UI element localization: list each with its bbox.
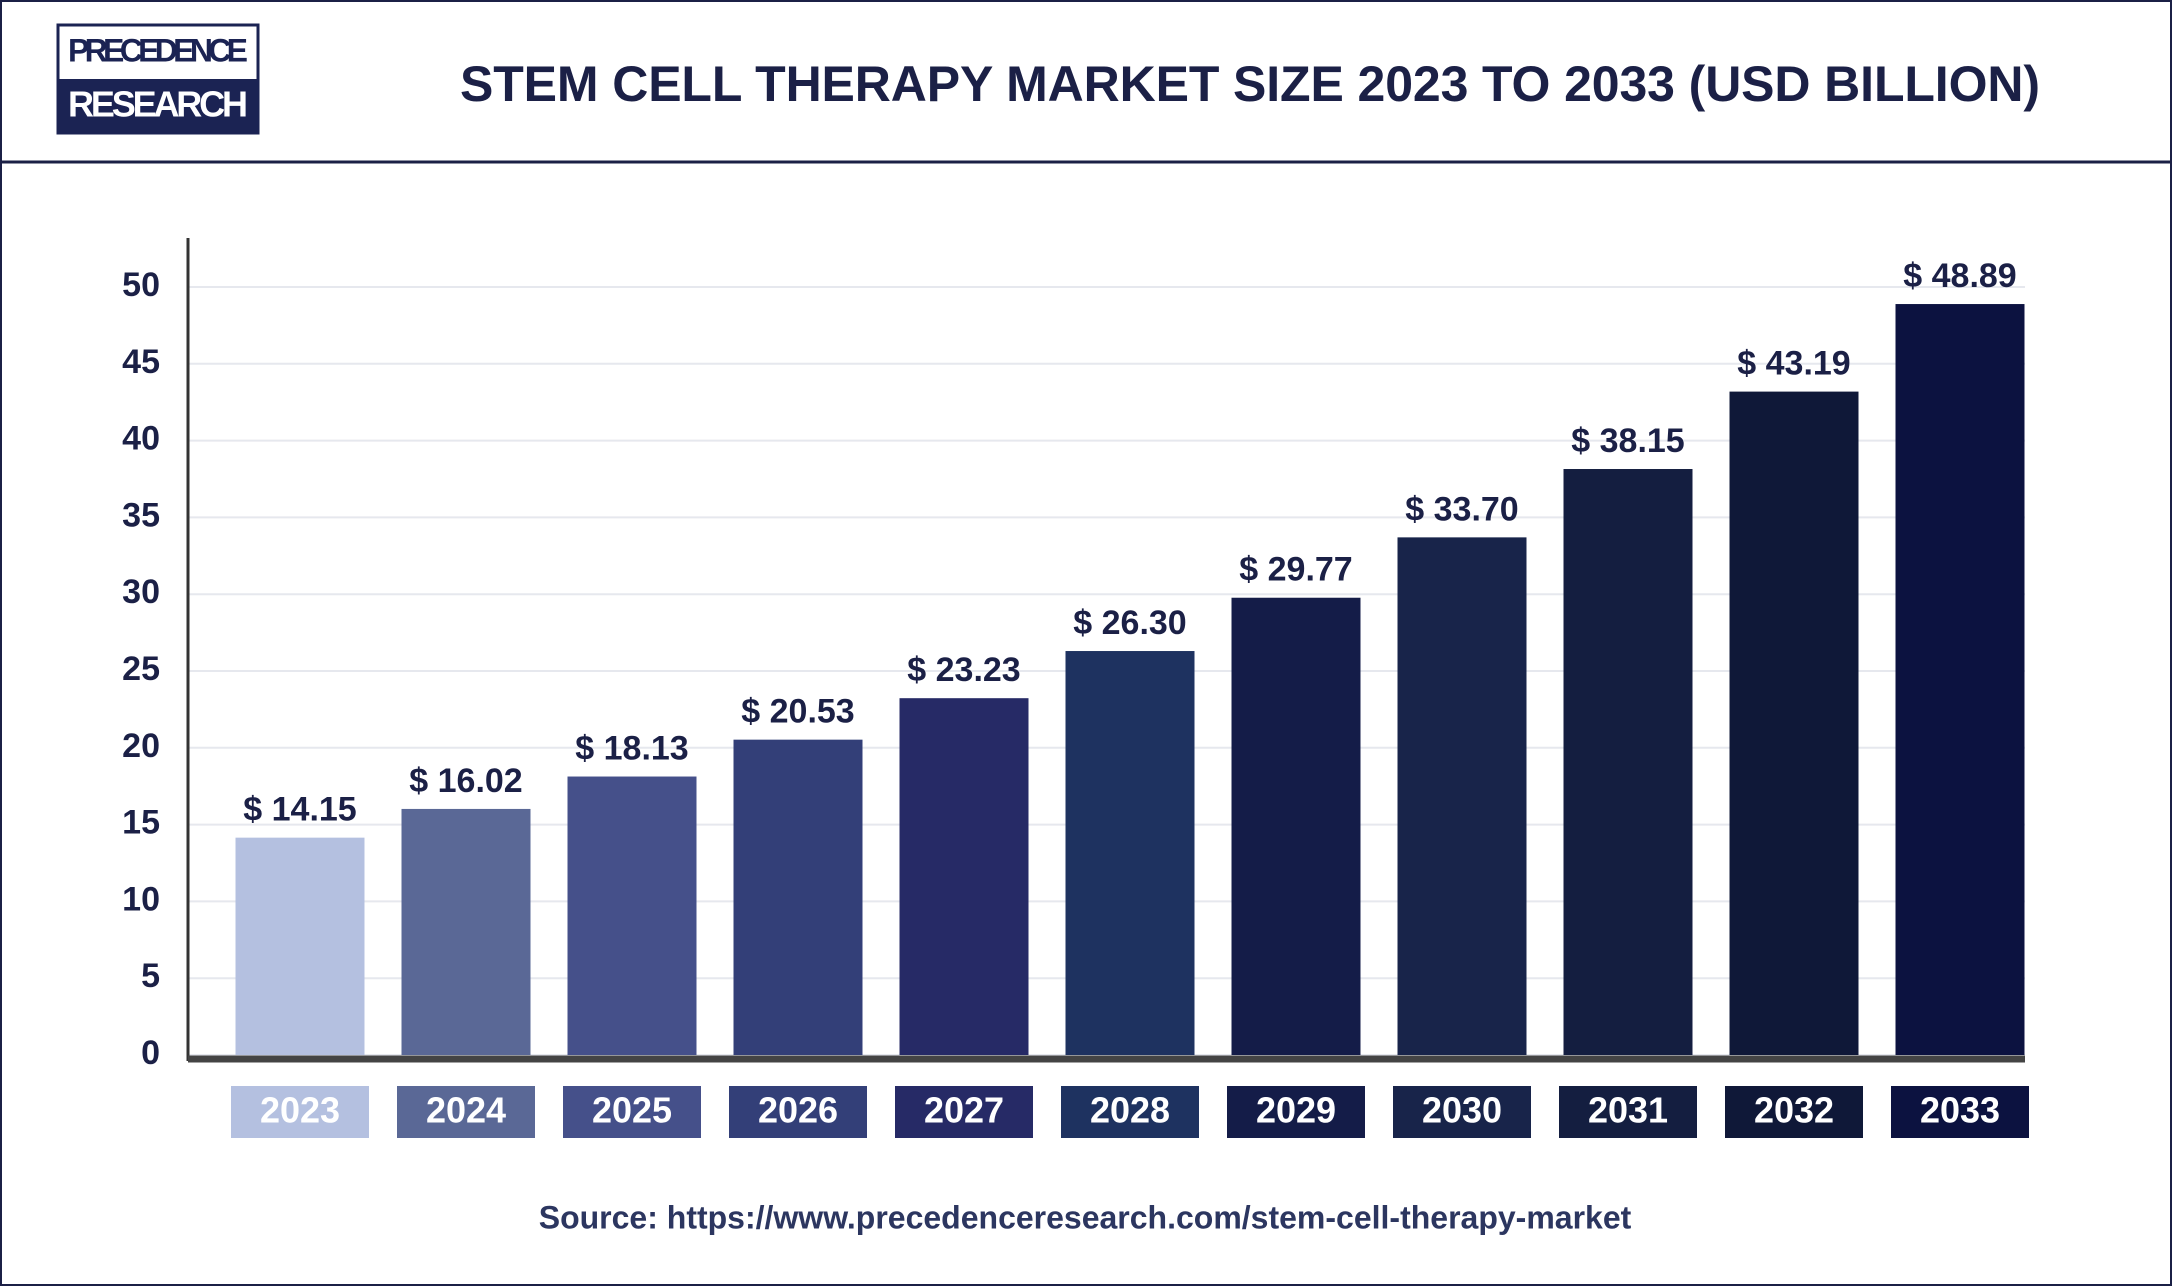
y-tick-label: 20	[122, 727, 160, 765]
value-label: $ 48.89	[1903, 257, 2016, 295]
category-box	[1559, 1086, 1697, 1138]
value-label: $ 16.02	[409, 762, 522, 800]
y-tick-label: 50	[122, 266, 160, 304]
y-tick-label: 35	[122, 496, 160, 534]
bar	[733, 739, 863, 1055]
value-label: $ 29.77	[1239, 551, 1352, 589]
value-label: $ 33.70	[1405, 490, 1518, 528]
x-tick-label: 2029	[1256, 1090, 1336, 1131]
value-label: $ 26.30	[1073, 604, 1186, 642]
x-tick-label: 2025	[592, 1090, 672, 1131]
bar	[1231, 597, 1361, 1055]
category-box	[729, 1086, 867, 1138]
value-label: $ 20.53	[741, 693, 854, 731]
x-tick-label: 2026	[758, 1090, 838, 1131]
x-tick-label: 2028	[1090, 1090, 1170, 1131]
value-label: $ 14.15	[243, 791, 356, 829]
bar	[1065, 651, 1195, 1055]
logo-line1: PRECEDENCE	[68, 32, 248, 68]
bar	[401, 808, 531, 1055]
category-box	[1393, 1086, 1531, 1138]
category-box	[1227, 1086, 1365, 1138]
y-tick-label: 25	[122, 650, 160, 688]
x-tick-label: 2032	[1754, 1090, 1834, 1131]
y-tick-label: 30	[122, 573, 160, 611]
bar	[235, 837, 365, 1055]
value-label: $ 23.23	[907, 651, 1020, 689]
category-box	[1891, 1086, 2029, 1138]
logo-line2: RESEARCH	[68, 84, 248, 125]
x-tick-label: 2030	[1422, 1090, 1502, 1131]
category-box	[397, 1086, 535, 1138]
y-tick-label: 45	[122, 343, 160, 381]
x-tick-label: 2023	[260, 1090, 340, 1131]
x-tick-label: 2027	[924, 1090, 1004, 1131]
bar	[899, 698, 1029, 1055]
value-label: $ 43.19	[1737, 345, 1850, 383]
y-tick-label: 40	[122, 420, 160, 458]
y-tick-label: 5	[141, 957, 160, 995]
source: Source: https://www.precedenceresearch.c…	[539, 1199, 1632, 1235]
category-box	[1061, 1086, 1199, 1138]
category-box	[231, 1086, 369, 1138]
y-tick-label: 10	[122, 880, 160, 918]
y-tick-label: 15	[122, 804, 160, 842]
logo-band	[58, 79, 258, 133]
x-tick-label: 2033	[1920, 1090, 2000, 1131]
bar	[1397, 537, 1527, 1055]
category-box	[1725, 1086, 1863, 1138]
category-box	[895, 1086, 1033, 1138]
chart-title: STEM CELL THERAPY MARKET SIZE 2023 TO 20…	[460, 56, 2040, 112]
value-label: $ 38.15	[1571, 422, 1684, 460]
y-tick-label: 0	[141, 1034, 160, 1072]
bar	[1563, 469, 1693, 1055]
x-tick-label: 2031	[1588, 1090, 1668, 1131]
value-label: $ 18.13	[575, 730, 688, 768]
bar	[567, 776, 697, 1055]
x-tick-label: 2024	[426, 1090, 506, 1131]
category-box	[563, 1086, 701, 1138]
bar	[1895, 304, 2025, 1056]
bar	[1729, 391, 1859, 1056]
